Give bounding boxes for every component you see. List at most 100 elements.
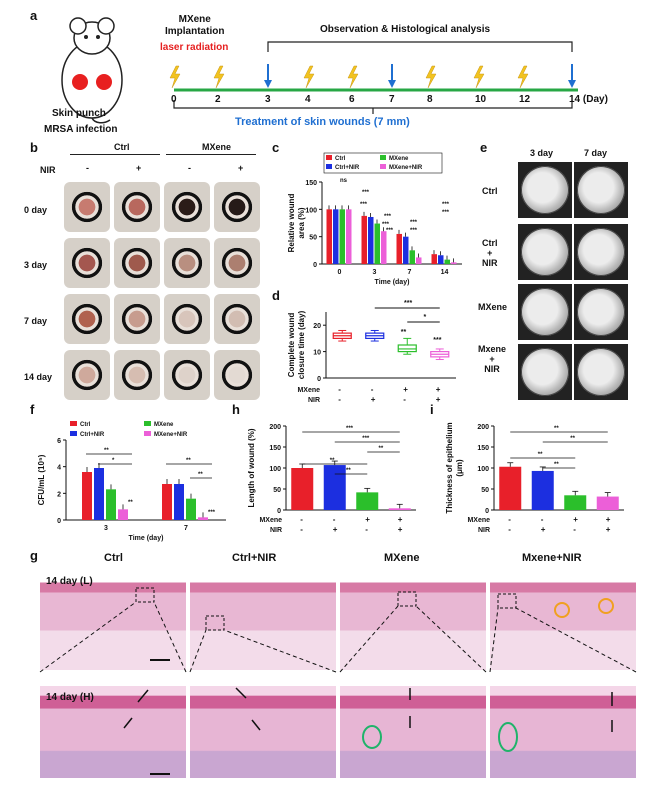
x-axis-label: Time (day) xyxy=(375,279,410,286)
b-header-ctrl: Ctrl xyxy=(114,142,130,152)
bar xyxy=(106,489,116,520)
panel-label-a: a xyxy=(30,8,38,23)
significance-mark: *** xyxy=(404,300,412,307)
x-axis-label: Time (day) xyxy=(129,535,164,542)
legend-swatch xyxy=(380,164,386,169)
bar xyxy=(361,215,367,264)
day-tick-label: 8 xyxy=(427,94,433,105)
y-axis-label: Thickness of epithelium xyxy=(445,422,454,513)
b-row-label-2: 7 day xyxy=(24,316,48,326)
significance-mark: ** xyxy=(330,458,335,464)
box-plot xyxy=(397,337,417,355)
row-label-mxene: MXene xyxy=(259,517,282,524)
x-tick-label: 14 xyxy=(441,269,449,276)
bar xyxy=(346,209,352,264)
legend-swatch xyxy=(144,431,151,436)
bar xyxy=(396,233,402,264)
agar-plate xyxy=(521,348,569,396)
b-nir-sign-2: + xyxy=(136,163,142,173)
wound-photo xyxy=(114,294,160,344)
wound-photo xyxy=(214,294,260,344)
day-tick-label: 6 xyxy=(349,94,355,105)
sign-nir: + xyxy=(371,395,376,404)
y-axis-label: area (%) xyxy=(297,207,306,238)
y-tick-label: 100 xyxy=(269,466,281,473)
b-nir-sign-3: - xyxy=(188,163,191,173)
bar xyxy=(356,492,379,510)
x-tick-label: 3 xyxy=(104,525,108,532)
sign-mxene: + xyxy=(365,515,370,524)
day-ticks: 0 2 3 4 6 7 8 10 12 14 (Day) xyxy=(160,94,640,108)
bar xyxy=(291,468,314,510)
b-row-label-3: 14 day xyxy=(24,372,53,382)
row-label-nir: NIR xyxy=(270,527,282,534)
significance-mark: ** xyxy=(570,436,575,442)
wound-photo xyxy=(164,238,210,288)
histo-l-ctrl xyxy=(40,570,186,670)
agar-plate xyxy=(521,166,569,214)
bar xyxy=(564,495,587,510)
significance-mark: *** xyxy=(433,337,441,344)
significance-mark: *** xyxy=(362,190,370,196)
mouse-illustration xyxy=(61,17,123,124)
significance-mark: ** xyxy=(554,462,559,468)
day-tick-label: 12 xyxy=(519,94,531,105)
legend-label: MXene+NIR xyxy=(154,432,188,438)
x-tick-label: 0 xyxy=(338,269,342,276)
legend-label: MXene+NIR xyxy=(389,165,423,171)
significance-mark: ** xyxy=(538,452,543,458)
e-row-label-1: Ctrl + NIR xyxy=(482,238,498,268)
day-tick-label: 3 xyxy=(265,94,271,105)
sign-mxene: + xyxy=(436,385,441,394)
row-label-nir: NIR xyxy=(478,527,490,534)
arrow-down-icon xyxy=(264,80,272,88)
sign-mxene: + xyxy=(398,515,403,524)
histo-h-ctrl-nir xyxy=(190,686,336,778)
bar xyxy=(499,466,522,510)
y-tick-label: 10 xyxy=(313,350,321,357)
y-axis-label: closure time (day) xyxy=(297,310,306,379)
panel-label-h: h xyxy=(232,402,240,417)
agar-plate xyxy=(577,166,625,214)
chart-c: 0 50 100 150 Relative wound area (%) 0 3 7 14 Time… xyxy=(287,152,462,286)
y-axis-label: Length of wound (%) xyxy=(247,428,256,507)
x-tick-label: 7 xyxy=(408,269,412,276)
legend-label: MXene xyxy=(389,156,409,162)
wound-photo xyxy=(114,182,160,232)
significance-mark: ** xyxy=(346,468,351,474)
e-row-label-3: Mxene + NIR xyxy=(478,344,507,374)
day-tick-label: 7 xyxy=(389,94,395,105)
lightning-icon xyxy=(303,65,315,89)
sign-nir: + xyxy=(333,525,338,534)
significance-mark: *** xyxy=(410,228,418,234)
sign-nir: - xyxy=(573,525,576,534)
b-row-label-0: 0 day xyxy=(24,205,48,215)
mouse-label-mrsa: MRSA infection xyxy=(44,124,118,135)
wound-photo xyxy=(214,238,260,288)
lightning-icon xyxy=(169,65,181,89)
significance-mark: * xyxy=(424,314,427,321)
panel-label-f: f xyxy=(30,402,35,417)
bar xyxy=(186,498,196,520)
legend-swatch xyxy=(144,421,151,426)
day-tick-label: 4 xyxy=(305,94,311,105)
row-label-nir: NIR xyxy=(308,397,320,404)
bar xyxy=(431,254,437,264)
legend-swatch xyxy=(70,431,77,436)
sign-mxene: + xyxy=(403,385,408,394)
mouse-label-skin-punch: Skin punch xyxy=(52,108,106,119)
wound-photo xyxy=(114,238,160,288)
sign-nir: - xyxy=(300,525,303,534)
lightning-icon xyxy=(517,65,529,89)
sign-nir: + xyxy=(606,525,611,534)
legend-swatch xyxy=(326,164,332,169)
significance-mark: *** xyxy=(386,228,394,234)
x-tick-label: 7 xyxy=(184,525,188,532)
e-row-label-2: MXene xyxy=(478,302,508,312)
wound-photo xyxy=(164,294,210,344)
legend-label: MXene xyxy=(154,422,174,428)
arrow-down-icon xyxy=(568,80,576,88)
lightning-icon xyxy=(425,65,437,89)
wound-photo xyxy=(114,350,160,400)
box-plot xyxy=(365,329,385,342)
